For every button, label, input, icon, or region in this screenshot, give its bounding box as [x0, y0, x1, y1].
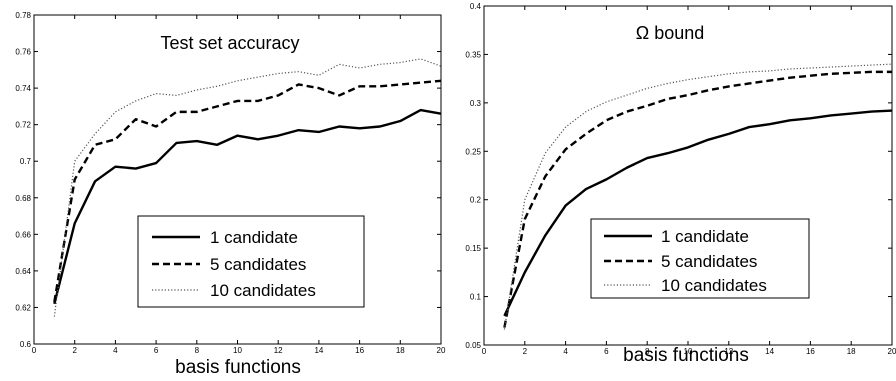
accuracy-legend-label-2: 5 candidates [210, 255, 306, 274]
accuracy-series-line-3 [53, 58, 442, 317]
omega-x-tick-label: 18 [847, 347, 856, 356]
omega-legend: 1 candidate 5 candidates 10 candidates [590, 218, 810, 299]
omega-y-tick-label: 0.25 [465, 147, 481, 156]
accuracy-chart-title: Test set accuracy [160, 33, 299, 53]
accuracy-ticks: 0 2 4 6 8 10 12 14 16 18 20 0.6 0.62 0.64 0.66 0.68 0.7 0… [15, 11, 446, 355]
accuracy-y-tick-label: 0.6 [20, 340, 32, 349]
accuracy-y-tick-label: 0.66 [15, 230, 31, 239]
omega-chart-title: Ω bound [636, 23, 705, 43]
omega-y-tick-label: 0.35 [465, 50, 481, 59]
omega-x-tick-label: 6 [604, 347, 609, 356]
omega-legend-label-1: 1 candidate [661, 227, 749, 246]
accuracy-y-tick-label: 0.7 [20, 157, 32, 166]
accuracy-y-tick-label: 0.72 [15, 121, 31, 130]
omega-chart: 0 2 4 6 8 10 12 14 16 18 20 0.05 0.1 0.15 0.2 0.25 0.3 0.… [465, 2, 896, 366]
accuracy-legend-box [137, 215, 365, 308]
omega-series-line-3 [503, 63, 893, 330]
accuracy-x-axis-label: basis functions [175, 357, 301, 378]
accuracy-x-tick-label: 10 [233, 346, 242, 355]
accuracy-x-tick-label: 18 [396, 346, 405, 355]
omega-y-tick-label: 0.05 [465, 341, 481, 350]
accuracy-chart: 0 2 4 6 8 10 12 14 16 18 20 0.6 0.62 0.64 0.66 0.68 0.7 0… [15, 11, 446, 378]
omega-x-tick-label: 8 [645, 347, 650, 356]
omega-y-tick-label: 0.2 [470, 196, 482, 205]
accuracy-x-tick-label: 6 [154, 346, 159, 355]
omega-lines [503, 63, 893, 330]
accuracy-series-line-2 [53, 79, 442, 303]
accuracy-series-line-1 [53, 108, 442, 305]
omega-legend-label-2: 5 candidates [661, 252, 757, 271]
omega-x-tick-label: 14 [765, 347, 774, 356]
omega-y-tick-label: 0.1 [470, 293, 482, 302]
omega-y-tick-label: 0.4 [470, 2, 482, 11]
accuracy-legend-label-1: 1 candidate [210, 228, 298, 247]
omega-x-tick-label: 12 [724, 347, 733, 356]
accuracy-y-tick-label: 0.78 [15, 11, 31, 20]
accuracy-y-tick-label: 0.68 [15, 194, 31, 203]
accuracy-y-tick-label: 0.62 [15, 303, 31, 312]
omega-series-line-2 [503, 70, 892, 328]
omega-series-line-1 [503, 109, 893, 317]
omega-x-axis-label: basis functions [623, 345, 749, 366]
omega-legend-label-3: 10 candidates [661, 276, 767, 295]
omega-x-tick-label: 10 [684, 347, 693, 356]
omega-x-tick-label: 4 [563, 347, 568, 356]
accuracy-lines [53, 58, 442, 317]
accuracy-y-tick-label: 0.76 [15, 48, 31, 57]
accuracy-x-tick-label: 16 [355, 346, 364, 355]
accuracy-legend: 1 candidate 5 candidates 10 candidates [137, 215, 365, 308]
omega-x-tick-label: 20 [888, 347, 896, 356]
accuracy-legend-label-3: 10 candidates [210, 281, 316, 300]
accuracy-y-tick-label: 0.74 [15, 84, 31, 93]
accuracy-x-tick-label: 4 [113, 346, 118, 355]
accuracy-x-tick-label: 14 [314, 346, 323, 355]
accuracy-x-tick-label: 20 [437, 346, 446, 355]
accuracy-x-tick-label: 2 [72, 346, 77, 355]
omega-y-tick-label: 0.3 [470, 99, 482, 108]
accuracy-x-tick-label: 0 [32, 346, 37, 355]
accuracy-x-tick-label: 12 [274, 346, 283, 355]
omega-x-tick-label: 0 [482, 347, 487, 356]
omega-x-tick-label: 16 [806, 347, 815, 356]
omega-y-tick-label: 0.15 [465, 244, 481, 253]
accuracy-y-tick-label: 0.64 [15, 267, 31, 276]
omega-ticks: 0 2 4 6 8 10 12 14 16 18 20 0.05 0.1 0.15 0.2 0.25 0.3 0.… [465, 2, 896, 356]
omega-x-tick-label: 2 [523, 347, 528, 356]
accuracy-x-tick-label: 8 [195, 346, 200, 355]
